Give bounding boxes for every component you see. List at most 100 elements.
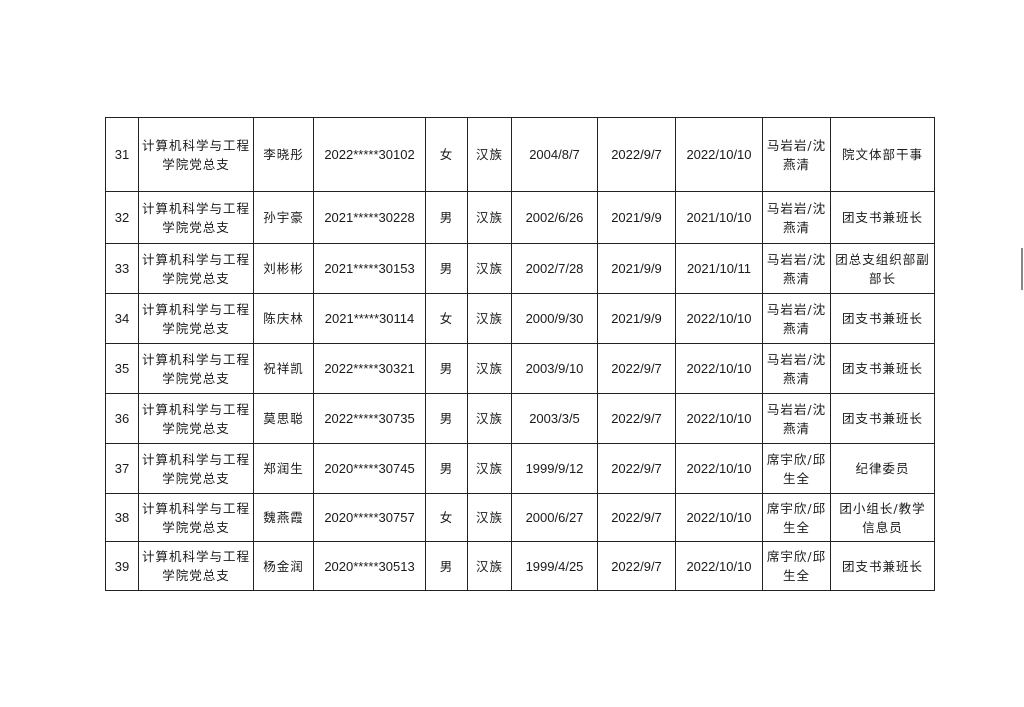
table-row: 37 计算机科学与工程学院党总支 郑润生 2020*****30745 男汉族 1999/…: [105, 443, 935, 494]
unit-cell: 计算机科学与工程学院党总支: [138, 443, 254, 494]
gender-cell: 男: [425, 343, 468, 394]
row-number: 37: [105, 443, 139, 494]
position-cell: 团支书兼班长: [830, 393, 935, 444]
contacts-cell: 马岩岩/沈燕清: [762, 293, 831, 344]
position-cell: 团支书兼班长: [830, 343, 935, 394]
birth-date-cell: 1999/4/25: [511, 541, 598, 591]
date2-cell: 2021/10/10: [675, 191, 763, 244]
table-body: 31 计算机科学与工程学院党总支 李晓彤 2022*****30102 女汉族 2004/…: [105, 117, 935, 591]
ethnicity-cell: 汉族: [467, 443, 512, 494]
gender-cell: 男: [425, 393, 468, 444]
date1-cell: 2022/9/7: [597, 393, 676, 444]
ethnicity-cell: 汉族: [467, 343, 512, 394]
row-number: 32: [105, 191, 139, 244]
table-row: 38 计算机科学与工程学院党总支 魏燕霞 2020*****30757 女汉族 2000/…: [105, 493, 935, 542]
birth-date-cell: 2000/6/27: [511, 493, 598, 542]
ethnicity-cell: 汉族: [467, 541, 512, 591]
gender-cell: 男: [425, 243, 468, 294]
row-number: 39: [105, 541, 139, 591]
date2-cell: 2022/10/10: [675, 393, 763, 444]
ethnicity-cell: 汉族: [467, 293, 512, 344]
name-cell: 陈庆林: [253, 293, 314, 344]
student-id-cell: 2022*****30321: [313, 343, 426, 394]
gender-cell: 女: [425, 293, 468, 344]
gender-cell: 男: [425, 191, 468, 244]
date2-cell: 2022/10/10: [675, 117, 763, 192]
scan-edge-mark: [1021, 248, 1023, 290]
row-number: 34: [105, 293, 139, 344]
birth-date-cell: 2002/7/28: [511, 243, 598, 294]
unit-cell: 计算机科学与工程学院党总支: [138, 493, 254, 542]
gender-cell: 男: [425, 443, 468, 494]
unit-cell: 计算机科学与工程学院党总支: [138, 393, 254, 444]
contacts-cell: 马岩岩/沈燕清: [762, 343, 831, 394]
student-id-cell: 2022*****30102: [313, 117, 426, 192]
position-cell: 团支书兼班长: [830, 293, 935, 344]
row-number: 36: [105, 393, 139, 444]
table-row: 39 计算机科学与工程学院党总支 杨金润 2020*****30513 男汉族 1999/…: [105, 541, 935, 591]
name-cell: 刘彬彬: [253, 243, 314, 294]
gender-cell: 男: [425, 541, 468, 591]
contacts-cell: 马岩岩/沈燕清: [762, 191, 831, 244]
table-row: 33 计算机科学与工程学院党总支 刘彬彬 2021*****30153 男汉族 2002/…: [105, 243, 935, 294]
row-number: 35: [105, 343, 139, 394]
date1-cell: 2022/9/7: [597, 493, 676, 542]
unit-cell: 计算机科学与工程学院党总支: [138, 243, 254, 294]
contacts-cell: 席宇欣/邱生全: [762, 541, 831, 591]
ethnicity-cell: 汉族: [467, 191, 512, 244]
table-row: 32 计算机科学与工程学院党总支 孙宇豪 2021*****30228 男汉族 2002/…: [105, 191, 935, 244]
date2-cell: 2021/10/11: [675, 243, 763, 294]
ethnicity-cell: 汉族: [467, 117, 512, 192]
date2-cell: 2022/10/10: [675, 293, 763, 344]
date1-cell: 2022/9/7: [597, 117, 676, 192]
date1-cell: 2022/9/7: [597, 541, 676, 591]
row-number: 31: [105, 117, 139, 192]
roster-table: 31 计算机科学与工程学院党总支 李晓彤 2022*****30102 女汉族 2004/…: [105, 117, 935, 591]
student-id-cell: 2021*****30114: [313, 293, 426, 344]
date2-cell: 2022/10/10: [675, 343, 763, 394]
table-row: 36 计算机科学与工程学院党总支 莫思聪 2022*****30735 男汉族 2003/…: [105, 393, 935, 444]
date1-cell: 2022/9/7: [597, 443, 676, 494]
position-cell: 团支书兼班长: [830, 541, 935, 591]
unit-cell: 计算机科学与工程学院党总支: [138, 191, 254, 244]
name-cell: 杨金润: [253, 541, 314, 591]
contacts-cell: 马岩岩/沈燕清: [762, 117, 831, 192]
contacts-cell: 马岩岩/沈燕清: [762, 243, 831, 294]
unit-cell: 计算机科学与工程学院党总支: [138, 117, 254, 192]
student-id-cell: 2021*****30153: [313, 243, 426, 294]
unit-cell: 计算机科学与工程学院党总支: [138, 343, 254, 394]
student-id-cell: 2020*****30757: [313, 493, 426, 542]
date1-cell: 2021/9/9: [597, 191, 676, 244]
gender-cell: 女: [425, 117, 468, 192]
contacts-cell: 马岩岩/沈燕清: [762, 393, 831, 444]
position-cell: 团小组长/教学信息员: [830, 493, 935, 542]
birth-date-cell: 2003/9/10: [511, 343, 598, 394]
unit-cell: 计算机科学与工程学院党总支: [138, 541, 254, 591]
date2-cell: 2022/10/10: [675, 541, 763, 591]
name-cell: 孙宇豪: [253, 191, 314, 244]
date2-cell: 2022/10/10: [675, 443, 763, 494]
birth-date-cell: 2003/3/5: [511, 393, 598, 444]
table-row: 35 计算机科学与工程学院党总支 祝祥凯 2022*****30321 男汉族 2003/…: [105, 343, 935, 394]
birth-date-cell: 2002/6/26: [511, 191, 598, 244]
name-cell: 郑润生: [253, 443, 314, 494]
row-number: 33: [105, 243, 139, 294]
student-id-cell: 2020*****30513: [313, 541, 426, 591]
birth-date-cell: 2000/9/30: [511, 293, 598, 344]
unit-cell: 计算机科学与工程学院党总支: [138, 293, 254, 344]
position-cell: 团支书兼班长: [830, 191, 935, 244]
ethnicity-cell: 汉族: [467, 493, 512, 542]
contacts-cell: 席宇欣/邱生全: [762, 443, 831, 494]
birth-date-cell: 2004/8/7: [511, 117, 598, 192]
date1-cell: 2021/9/9: [597, 243, 676, 294]
name-cell: 祝祥凯: [253, 343, 314, 394]
name-cell: 莫思聪: [253, 393, 314, 444]
student-id-cell: 2022*****30735: [313, 393, 426, 444]
date1-cell: 2022/9/7: [597, 343, 676, 394]
position-cell: 纪律委员: [830, 443, 935, 494]
ethnicity-cell: 汉族: [467, 393, 512, 444]
ethnicity-cell: 汉族: [467, 243, 512, 294]
gender-cell: 女: [425, 493, 468, 542]
name-cell: 魏燕霞: [253, 493, 314, 542]
name-cell: 李晓彤: [253, 117, 314, 192]
